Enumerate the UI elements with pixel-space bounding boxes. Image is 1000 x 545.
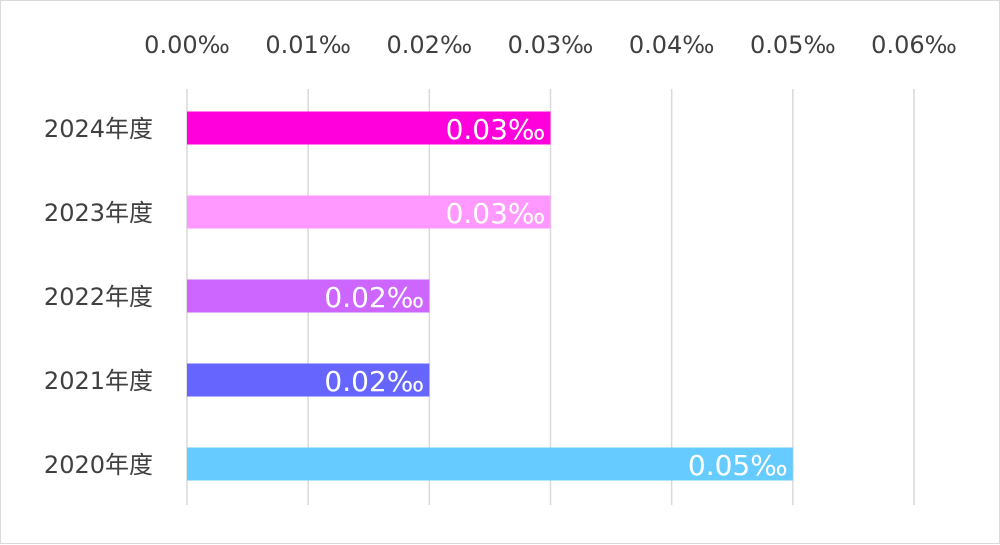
data-label: 0.05‰ [688,449,788,482]
data-labels: 0.03‰ 0.03‰ 0.02‰ 0.02‰ 0.05‰ [324,113,787,482]
data-label: 0.02‰ [324,365,424,398]
x-axis-ticks: 0.00‰ 0.01‰ 0.02‰ 0.03‰ 0.04‰ 0.05‰ 0.06‰ [144,31,957,59]
data-label: 0.03‰ [446,113,546,146]
x-tick-label: 0.06‰ [871,31,957,59]
bar [187,279,430,313]
category-label: 2023年度 [44,199,153,227]
x-tick-label: 0.04‰ [629,31,715,59]
data-label: 0.02‰ [324,281,424,314]
category-label: 2020年度 [44,451,153,479]
x-tick-label: 0.02‰ [387,31,473,59]
bar [187,111,551,145]
category-label: 2022年度 [44,283,153,311]
x-tick-label: 0.03‰ [508,31,594,59]
bar [187,195,551,229]
category-label: 2021年度 [44,367,153,395]
x-tick-label: 0.05‰ [750,31,836,59]
x-tick-label: 0.00‰ [144,31,230,59]
bar [187,363,430,397]
data-label: 0.03‰ [446,197,546,230]
x-tick-label: 0.01‰ [265,31,351,59]
category-label: 2024年度 [44,115,153,143]
gridlines [186,89,915,505]
bar [187,447,793,481]
y-axis-categories: 2024年度 2023年度 2022年度 2021年度 2020年度 [44,115,153,479]
bars [187,111,793,481]
